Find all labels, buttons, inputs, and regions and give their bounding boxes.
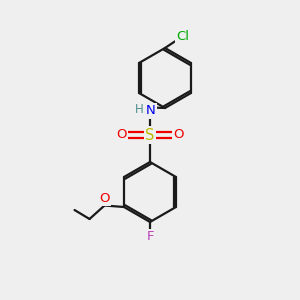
Text: F: F (146, 230, 154, 244)
Text: O: O (116, 128, 127, 142)
Text: Cl: Cl (176, 29, 190, 43)
Text: O: O (99, 191, 110, 205)
Text: S: S (145, 128, 155, 142)
Text: O: O (173, 128, 184, 142)
Text: H: H (135, 103, 144, 116)
Text: N: N (146, 104, 155, 118)
